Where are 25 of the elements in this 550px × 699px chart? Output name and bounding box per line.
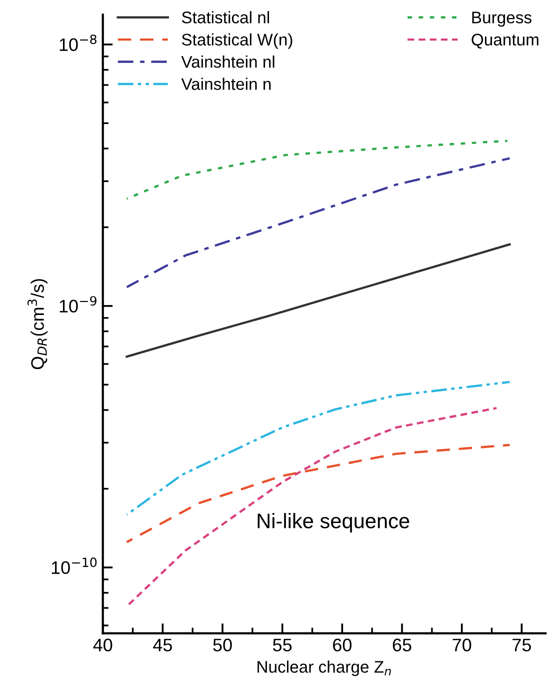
line-series bbox=[126, 157, 511, 288]
x-tick-label: 40 bbox=[93, 638, 112, 652]
line-series bbox=[126, 243, 511, 358]
y-tick-label: 10$^{−8}$ bbox=[60, 34, 96, 52]
x-tick-label: 55 bbox=[273, 638, 292, 652]
legend-label: Vainshtein nl bbox=[181, 56, 274, 68]
legend-label: Statistical nl bbox=[182, 11, 269, 24]
legend-label: Vainshtein n bbox=[181, 78, 271, 90]
line-series bbox=[126, 140, 508, 200]
legend-label: Quantum bbox=[472, 34, 538, 49]
legend-label: Burgess bbox=[472, 12, 532, 27]
x-tick-label: 65 bbox=[392, 638, 412, 652]
annotation: Ni-like sequence bbox=[258, 513, 410, 532]
x-tick-label: 75 bbox=[512, 638, 531, 652]
legend-label: Statistical W(n) bbox=[182, 33, 292, 49]
y-axis-title: Q$_{DR}$(cm$^{3}$/s) bbox=[28, 279, 48, 370]
x-tick-label: 50 bbox=[213, 638, 232, 652]
y-tick-label: 10$^{−9}$ bbox=[60, 296, 96, 313]
x-tick-label: 45 bbox=[153, 638, 172, 652]
x-tick-label: 60 bbox=[333, 638, 352, 652]
line-series bbox=[126, 406, 498, 608]
x-tick-label: 70 bbox=[452, 638, 472, 652]
x-axis-title: Nuclear charge Z$_{n}$ bbox=[258, 660, 391, 676]
y-tick-label: 10$^{−10}$ bbox=[52, 558, 97, 574]
line-series bbox=[126, 444, 511, 544]
